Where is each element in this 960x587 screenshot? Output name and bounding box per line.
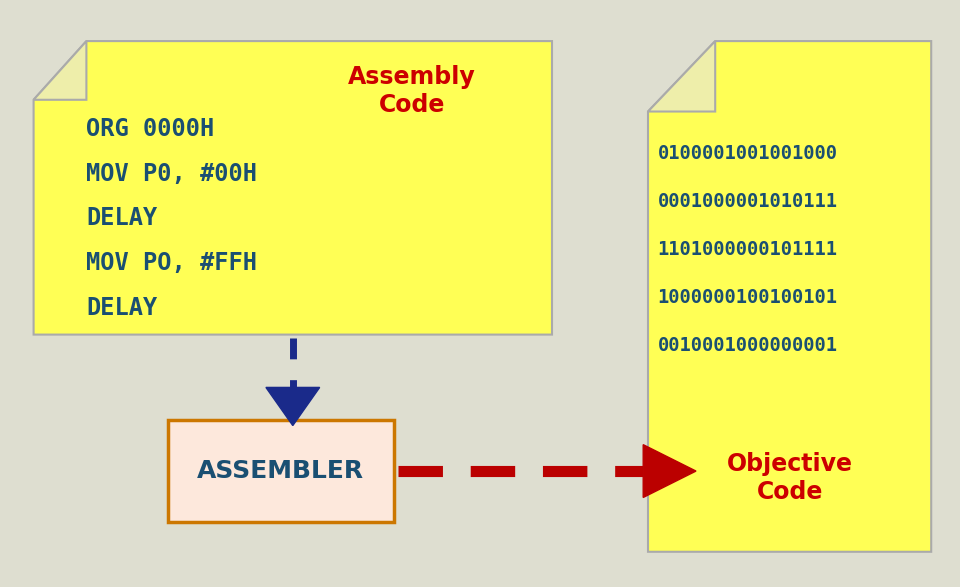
Polygon shape xyxy=(643,445,696,497)
Text: 0010001000000001: 0010001000000001 xyxy=(658,336,837,356)
Polygon shape xyxy=(34,41,552,335)
Polygon shape xyxy=(648,41,931,552)
Text: 0001000001010111: 0001000001010111 xyxy=(658,192,837,211)
Polygon shape xyxy=(34,41,86,100)
Text: Assembly
Code: Assembly Code xyxy=(348,65,476,117)
Text: Objective
Code: Objective Code xyxy=(727,452,852,504)
Text: MOV PO, #FFH: MOV PO, #FFH xyxy=(86,251,257,275)
Text: 1101000000101111: 1101000000101111 xyxy=(658,240,837,259)
Text: MOV P0, #00H: MOV P0, #00H xyxy=(86,162,257,185)
Text: DELAY: DELAY xyxy=(86,207,157,230)
Text: 0100001001001000: 0100001001001000 xyxy=(658,144,837,163)
Polygon shape xyxy=(266,387,320,426)
Text: ASSEMBLER: ASSEMBLER xyxy=(197,459,365,483)
Text: 1000000100100101: 1000000100100101 xyxy=(658,288,837,308)
Text: ORG 0000H: ORG 0000H xyxy=(86,117,215,141)
Polygon shape xyxy=(648,41,715,112)
FancyBboxPatch shape xyxy=(168,420,394,522)
Text: DELAY: DELAY xyxy=(86,296,157,319)
